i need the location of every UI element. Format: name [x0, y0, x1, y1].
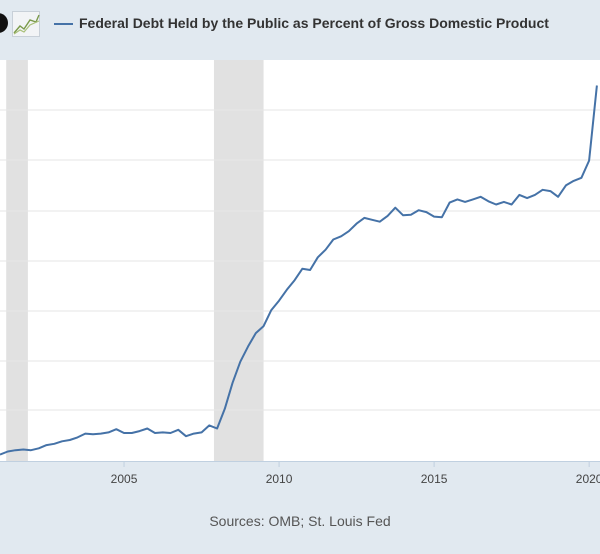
- x-tick-label-2015: 2015: [421, 472, 448, 486]
- legend-line-swatch: [54, 23, 73, 25]
- series-line-1: [0, 85, 598, 456]
- x-tick-label-2020: 2020: [576, 472, 600, 486]
- logo-icon[interactable]: [0, 13, 8, 33]
- x-tick-label-2010: 2010: [266, 472, 293, 486]
- chart-header: Federal Debt Held by the Public as Perce…: [0, 0, 600, 50]
- source-note: Sources: OMB; St. Louis Fed: [209, 513, 391, 529]
- graph-icon[interactable]: [12, 11, 40, 37]
- plot-area: 2005 2010 2015 2020: [0, 60, 600, 486]
- legend-label: Federal Debt Held by the Public as Perce…: [79, 15, 549, 31]
- x-tick-label-2005: 2005: [111, 472, 138, 486]
